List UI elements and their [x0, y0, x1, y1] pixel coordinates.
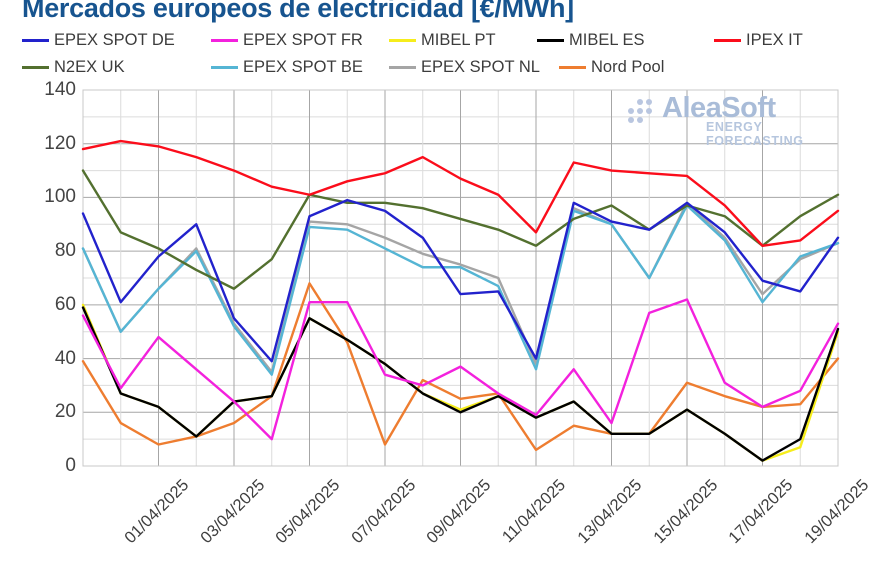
- y-axis-tick-label: 0: [65, 455, 76, 476]
- legend-color-swatch: [389, 65, 416, 69]
- legend-color-swatch: [559, 65, 586, 69]
- legend-item-mibel-es[interactable]: MIBEL ES: [537, 28, 645, 52]
- legend-item-epex-spot-de[interactable]: EPEX SPOT DE: [22, 28, 175, 52]
- data-series-group: [81, 139, 840, 462]
- legend-color-swatch: [389, 38, 416, 42]
- legend-item-epex-spot-nl[interactable]: EPEX SPOT NL: [389, 55, 540, 79]
- legend-item-label: EPEX SPOT FR: [243, 30, 363, 49]
- series-line-epex-spot-de: [81, 198, 840, 363]
- series-line-nord-pool: [81, 282, 840, 452]
- series-line-n2ex-uk: [81, 169, 840, 290]
- chart-legend: EPEX SPOT DE EPEX SPOT FR MIBEL PT MIBEL ES…: [14, 28, 864, 82]
- series-line-mibel-es: [81, 306, 840, 462]
- legend-item-label: EPEX SPOT NL: [421, 57, 540, 76]
- legend-item-label: N2EX UK: [54, 57, 125, 76]
- legend-color-swatch: [211, 38, 238, 42]
- legend-color-swatch: [22, 38, 49, 42]
- y-axis-labels: 140 120 100 80 60 40 20 0: [0, 0, 76, 570]
- legend-item-n2ex-uk[interactable]: N2EX UK: [22, 55, 125, 79]
- page-title: Mercados europeos de electricidad [€/MWh…: [22, 0, 574, 23]
- legend-item-label: MIBEL ES: [569, 30, 645, 49]
- legend-item-label: Nord Pool: [591, 57, 665, 76]
- series-line-epex-spot-fr: [81, 298, 840, 441]
- y-axis-tick-label: 20: [54, 401, 76, 423]
- legend-row-2: N2EX UK EPEX SPOT BE EPEX SPOT NL Nord Pool: [14, 55, 864, 79]
- legend-item-ipex-it[interactable]: IPEX IT: [714, 28, 803, 52]
- legend-item-label: EPEX SPOT BE: [243, 57, 363, 76]
- y-axis-tick-label: 120: [44, 132, 76, 154]
- series-line-epex-spot-nl: [81, 201, 840, 374]
- y-axis-tick-label: 60: [54, 293, 76, 315]
- y-axis-tick-label: 100: [44, 186, 76, 208]
- legend-color-swatch: [714, 38, 741, 42]
- legend-color-swatch: [211, 65, 238, 69]
- legend-item-epex-spot-be[interactable]: EPEX SPOT BE: [211, 55, 363, 79]
- legend-row-1: EPEX SPOT DE EPEX SPOT FR MIBEL PT MIBEL ES…: [14, 28, 864, 52]
- legend-color-swatch: [22, 65, 49, 69]
- legend-item-label: MIBEL PT: [421, 30, 496, 49]
- legend-color-swatch: [537, 38, 564, 42]
- legend-item-label: IPEX IT: [746, 30, 803, 49]
- y-axis-tick-label: 80: [54, 240, 76, 262]
- y-axis-tick-label: 40: [54, 347, 76, 369]
- legend-item-mibel-pt[interactable]: MIBEL PT: [389, 28, 496, 52]
- legend-item-nord-pool[interactable]: Nord Pool: [559, 55, 664, 79]
- legend-item-label: EPEX SPOT DE: [54, 30, 175, 49]
- series-line-ipex-it: [81, 139, 840, 247]
- plot-border: [82, 89, 839, 467]
- legend-item-epex-spot-fr[interactable]: EPEX SPOT FR: [211, 28, 363, 52]
- y-axis-tick-label: 140: [44, 79, 76, 100]
